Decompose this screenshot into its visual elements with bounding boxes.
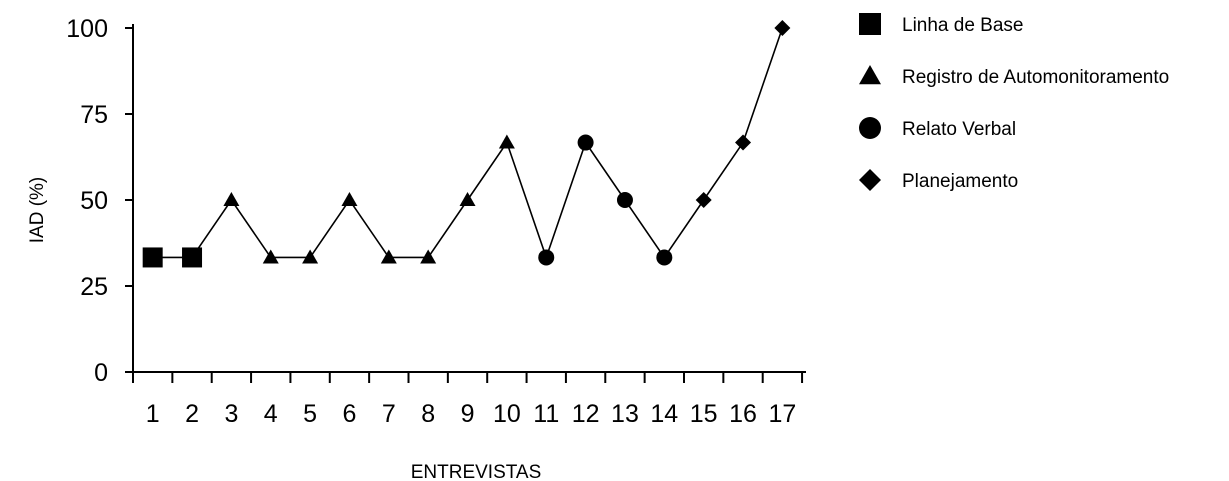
x-tick-label: 5 [303, 400, 317, 428]
series [143, 20, 791, 267]
y-tick-label: 0 [94, 359, 108, 387]
y-tick-label: 100 [66, 15, 108, 43]
y-axis-ticks: 0 25 50 75 100 [66, 15, 133, 387]
x-tick-label: 15 [690, 400, 718, 428]
legend-marker-square [859, 13, 881, 35]
x-tick-label: 7 [382, 400, 396, 428]
x-tick-label: 4 [264, 400, 278, 428]
data-point-5 [302, 249, 318, 263]
series-line [153, 28, 783, 257]
legend-label: Planejamento [902, 171, 1018, 192]
x-tick-label: 16 [729, 400, 757, 428]
x-tick-label: 9 [461, 400, 475, 428]
data-point-6 [341, 192, 357, 206]
data-point-4 [263, 249, 279, 263]
legend-label: Linha de Base [902, 15, 1024, 36]
x-tick-label: 11 [533, 400, 559, 428]
y-tick-label: 50 [80, 187, 108, 215]
data-point-16 [735, 135, 751, 151]
y-tick-label: 75 [80, 101, 108, 129]
y-axis-title: IAD (%) [27, 177, 48, 244]
data-point-3 [223, 192, 239, 206]
x-tick-label: 17 [768, 400, 796, 428]
x-tick-label: 3 [224, 400, 238, 428]
data-point-15 [696, 192, 712, 208]
x-axis-title: ENTREVISTAS [411, 462, 542, 481]
x-tick-label: 12 [572, 400, 600, 428]
data-point-9 [460, 192, 476, 206]
data-point-8 [420, 249, 436, 263]
legend-label: Registro de Automonitoramento [902, 67, 1169, 88]
legend-label: Relato Verbal [902, 119, 1016, 140]
data-point-17 [774, 20, 790, 36]
data-point-10 [499, 135, 515, 149]
data-point-13 [617, 192, 633, 208]
data-point-14 [656, 249, 672, 265]
x-tick-label: 6 [343, 400, 357, 428]
x-tick-label: 2 [185, 400, 199, 428]
data-point-12 [578, 135, 594, 151]
legend-marker-triangle [859, 65, 881, 84]
data-point-11 [538, 249, 554, 265]
y-tick-label: 25 [80, 273, 108, 301]
x-axis-ticks: 1 2 3 4 5 6 7 8 9 10 11 12 13 14 15 16 17 [133, 372, 802, 428]
legend-marker-circle [859, 117, 881, 139]
legend-marker-diamond [859, 169, 881, 191]
x-tick-label: 13 [611, 400, 639, 428]
data-point-2 [182, 247, 202, 267]
data-point-1 [143, 247, 163, 267]
x-tick-label: 14 [650, 400, 678, 428]
legend: Linha de Base Registro de Automonitoramen… [859, 13, 1169, 192]
x-tick-label: 10 [493, 400, 521, 428]
data-point-7 [381, 249, 397, 263]
x-tick-label: 8 [421, 400, 435, 428]
x-tick-label: 1 [146, 400, 160, 428]
